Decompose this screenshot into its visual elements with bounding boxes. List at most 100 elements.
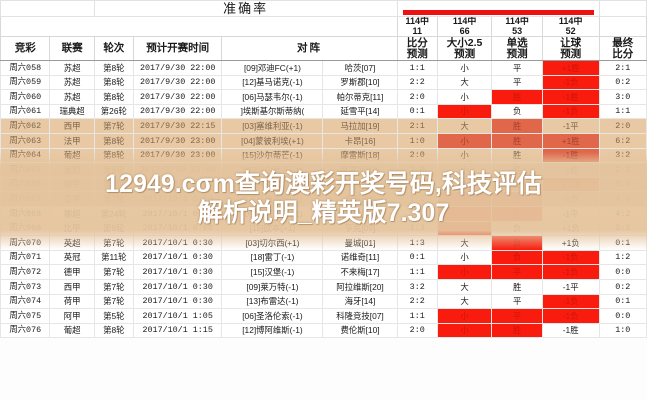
header-ou-prediction: 大小2.5 预测 xyxy=(436,36,493,61)
cell-league: 西甲 xyxy=(49,118,95,134)
table-row[interactable]: 周六074 荷甲 第7轮 2017/10/1 0:30 [13]布雷达(-1) 海牙[14… xyxy=(0,293,647,310)
table-row[interactable]: 周六060 苏超 第8轮 2017/9/30 22:00 [06]马瑟韦尔(-1) 帕尔蒂… xyxy=(0,89,647,105)
header-handicap-prediction-line1: 让球 xyxy=(560,37,582,49)
table-row[interactable]: 周六066 智甲 第8轮 2017/10/1 0:00 [08]智利大学(-1) 联合会[… xyxy=(0,176,647,193)
cell-handicap-prediction: -1平 xyxy=(541,205,600,222)
header-single-prediction: 单选 预测 xyxy=(491,36,543,61)
cell-away-team: 罗斯郡[10] xyxy=(322,74,398,91)
cell-score-prediction: 3:2 xyxy=(396,278,438,295)
cell-single-prediction: 胜 xyxy=(491,147,543,164)
cell-final-score: 4:2 xyxy=(598,205,647,222)
cell-handicap-prediction: -1负 xyxy=(541,293,600,310)
cell-kickoff-time: 2017/9/30 23:00 xyxy=(132,132,223,149)
cell-away-team: 帕尔蒂克[11] xyxy=(322,89,398,105)
cell-ou-prediction: 小 xyxy=(436,264,493,280)
cell-round: 第7轮 xyxy=(93,293,134,310)
cell-handicap-prediction: +1负 xyxy=(541,220,600,237)
banner-blank-left xyxy=(0,0,95,17)
header-handicap-prediction-line2: 预测 xyxy=(560,47,582,60)
cell-handicap-prediction: -1胜 xyxy=(541,322,600,339)
cell-ou-prediction: 大 xyxy=(436,220,493,237)
hit-rate-label-1: 114中 xyxy=(452,16,477,27)
cell-round: 第8轮 xyxy=(93,74,134,91)
cell-home-team: [18]雷丁(-1) xyxy=(221,249,324,266)
cell-handicap-prediction: +1胜 xyxy=(541,60,600,76)
cell-league: 西甲 xyxy=(49,278,95,295)
cell-league: 智甲 xyxy=(49,176,95,193)
cell-single-prediction: 负 xyxy=(491,235,543,251)
cell-away-team: 费伦斯[10] xyxy=(322,322,398,339)
cell-jingcai-id: 周六072 xyxy=(0,264,51,280)
cell-handicap-prediction: -1负 xyxy=(541,191,600,207)
cell-single-prediction: 负 xyxy=(491,103,543,120)
cell-handicap-prediction: -1胜 xyxy=(541,147,600,164)
hit-rate-row: 114中 11 114中 66 114中 53 114中 52 xyxy=(0,16,647,37)
cell-score-prediction: 2:1 xyxy=(396,118,438,134)
table-row[interactable]: 周六058 苏超 第8轮 2017/9/30 22:00 [09]邓迪FC(+1) 哈茨[… xyxy=(0,60,647,76)
table-row[interactable]: 周六067 意甲 第7轮 2017/10/1 0:00 [17]乌迪内斯(-1) 桑普[0… xyxy=(0,191,647,207)
cell-final-score: 0:0 xyxy=(598,308,647,324)
cell-jingcai-id: 周六059 xyxy=(0,74,51,91)
cell-single-prediction: 胜 xyxy=(491,162,543,178)
cell-kickoff-time: 2017/10/1 0:30 xyxy=(132,249,223,266)
cell-score-prediction: 1:0 xyxy=(396,132,438,149)
cell-kickoff-time: 2017/10/1 0:30 xyxy=(132,264,223,280)
cell-league: 法甲 xyxy=(49,132,95,149)
header-league[interactable]: 联赛 xyxy=(49,36,95,61)
cell-final-score: 2:0 xyxy=(598,118,647,134)
cell-handicap-prediction: +1负 xyxy=(541,235,600,251)
cell-score-prediction: 1:2 xyxy=(396,191,438,207)
header-kickoff-time[interactable]: 预计开赛时间 xyxy=(132,36,223,61)
cell-round: 第8轮 xyxy=(93,147,134,164)
cell-away-team: 摩雷斯[18] xyxy=(322,147,398,164)
header-jingcai[interactable]: 竞彩 xyxy=(0,36,51,61)
banner-title-row: 准确率 xyxy=(0,0,647,17)
table-row[interactable]: 周六064 葡超 第8轮 2017/9/30 23:00 [15]沙尔蒂芒(-1) 摩雷斯… xyxy=(0,147,647,164)
header-matchup[interactable]: 对阵 xyxy=(221,36,398,61)
cell-kickoff-time: 2017/10/1 0:00 xyxy=(132,205,223,222)
cell-final-score: 0:2 xyxy=(598,74,647,91)
table-row[interactable]: 周六063 法甲 第8轮 2017/9/30 23:00 [04]蒙彼利埃(+1) 卡昂[… xyxy=(0,132,647,149)
cell-ou-prediction: 小 xyxy=(436,103,493,120)
cell-home-team: [15]沙尔蒂芒(-1) xyxy=(221,147,324,164)
cell-ou-prediction: 大 xyxy=(436,176,493,193)
table-row[interactable]: 周六059 苏超 第8轮 2017/9/30 22:00 [12]基马诺克(-1) 罗斯郡… xyxy=(0,74,647,91)
table-row[interactable]: 周六069 比甲 第9轮 2017/10/1 0:00 [15]欧本(+1) 亨克[09]… xyxy=(0,220,647,237)
cell-home-team: [09]邓迪FC(+1) xyxy=(221,60,324,76)
header-round[interactable]: 轮次 xyxy=(93,36,134,61)
table-row[interactable]: 周六061 瑞典超 第26轮 2017/9/30 22:00]埃斯基尔斯蒂纳(延雪平[… xyxy=(0,103,647,120)
table-row[interactable]: 周六062 西甲 第7轮 2017/9/30 22:15 [03]塞维利亚(-1) 马拉加… xyxy=(0,118,647,134)
cell-handicap-prediction: -1负 xyxy=(541,103,600,120)
cell-ou-prediction: 大 xyxy=(436,74,493,91)
cell-score-prediction: 2:0 xyxy=(396,322,438,339)
table-row[interactable]: 周六072 德甲 第7轮 2017/10/1 0:30 [15]汉堡(-1) 不来梅[17… xyxy=(0,264,647,280)
cell-home-team: [03]切尔西(+1) xyxy=(221,235,324,251)
hit-rate-label-0: 114中 xyxy=(405,16,429,27)
table-row[interactable]: 周六065 葡超 第8轮 2017/9/30 23:00 [15]沙尔蒂芒(-1) 摩雷斯… xyxy=(0,162,647,178)
header-single-prediction-line2: 预测 xyxy=(506,47,528,60)
table-row[interactable]: 周六076 葡超 第8轮 2017/10/1 1:15 [12]博阿维斯(-1) 费伦斯[… xyxy=(0,322,647,339)
cell-final-score: 2:1 xyxy=(598,60,647,76)
cell-kickoff-time: 2017/10/1 1:15 xyxy=(132,322,223,339)
cell-kickoff-time: 2017/10/1 0:00 xyxy=(132,176,223,193)
cell-single-prediction: 负 xyxy=(491,191,543,207)
cell-handicap-prediction: -1平 xyxy=(541,118,600,134)
table-row[interactable]: 周六073 西甲 第7轮 2017/10/1 0:30 [09]莱万特(-1) 阿拉维斯[… xyxy=(0,278,647,295)
cell-jingcai-id: 周六065 xyxy=(0,162,51,178)
cell-final-score: 1:2 xyxy=(598,249,647,266)
cell-ou-prediction: 小 xyxy=(436,249,493,266)
cell-single-prediction: 平 xyxy=(491,308,543,324)
table-row[interactable]: 周六071 英冠 第11轮 2017/10/1 0:30 [18]雷丁(-1) 诺维奇[1… xyxy=(0,249,647,266)
table-row[interactable]: 周六070 英超 第7轮 2017/10/1 0:30 [03]切尔西(+1) 曼城[01… xyxy=(0,235,647,251)
cell-round: 第26轮 xyxy=(93,103,134,120)
cell-jingcai-id: 周六060 xyxy=(0,89,51,105)
cell-round: 第7轮 xyxy=(93,235,134,251)
cell-league: 英超 xyxy=(49,235,95,251)
table-row[interactable]: 周六068 挪超 第24轮 2017/10/1 0:00 [09]斯塔贝克(-1) 瓦勒伦… xyxy=(0,205,647,222)
cell-kickoff-time: 2017/9/30 23:00 xyxy=(132,162,223,178)
header-score-prediction-line1: 比分 xyxy=(406,37,428,49)
cell-round: 第8轮 xyxy=(93,176,134,193)
table-row[interactable]: 周六075 阿甲 第5轮 2017/10/1 1:05 [06]圣洛伦索(-1) 科隆竞技… xyxy=(0,308,647,324)
cell-jingcai-id: 周六062 xyxy=(0,118,51,134)
cell-final-score: 0:0 xyxy=(598,176,647,193)
